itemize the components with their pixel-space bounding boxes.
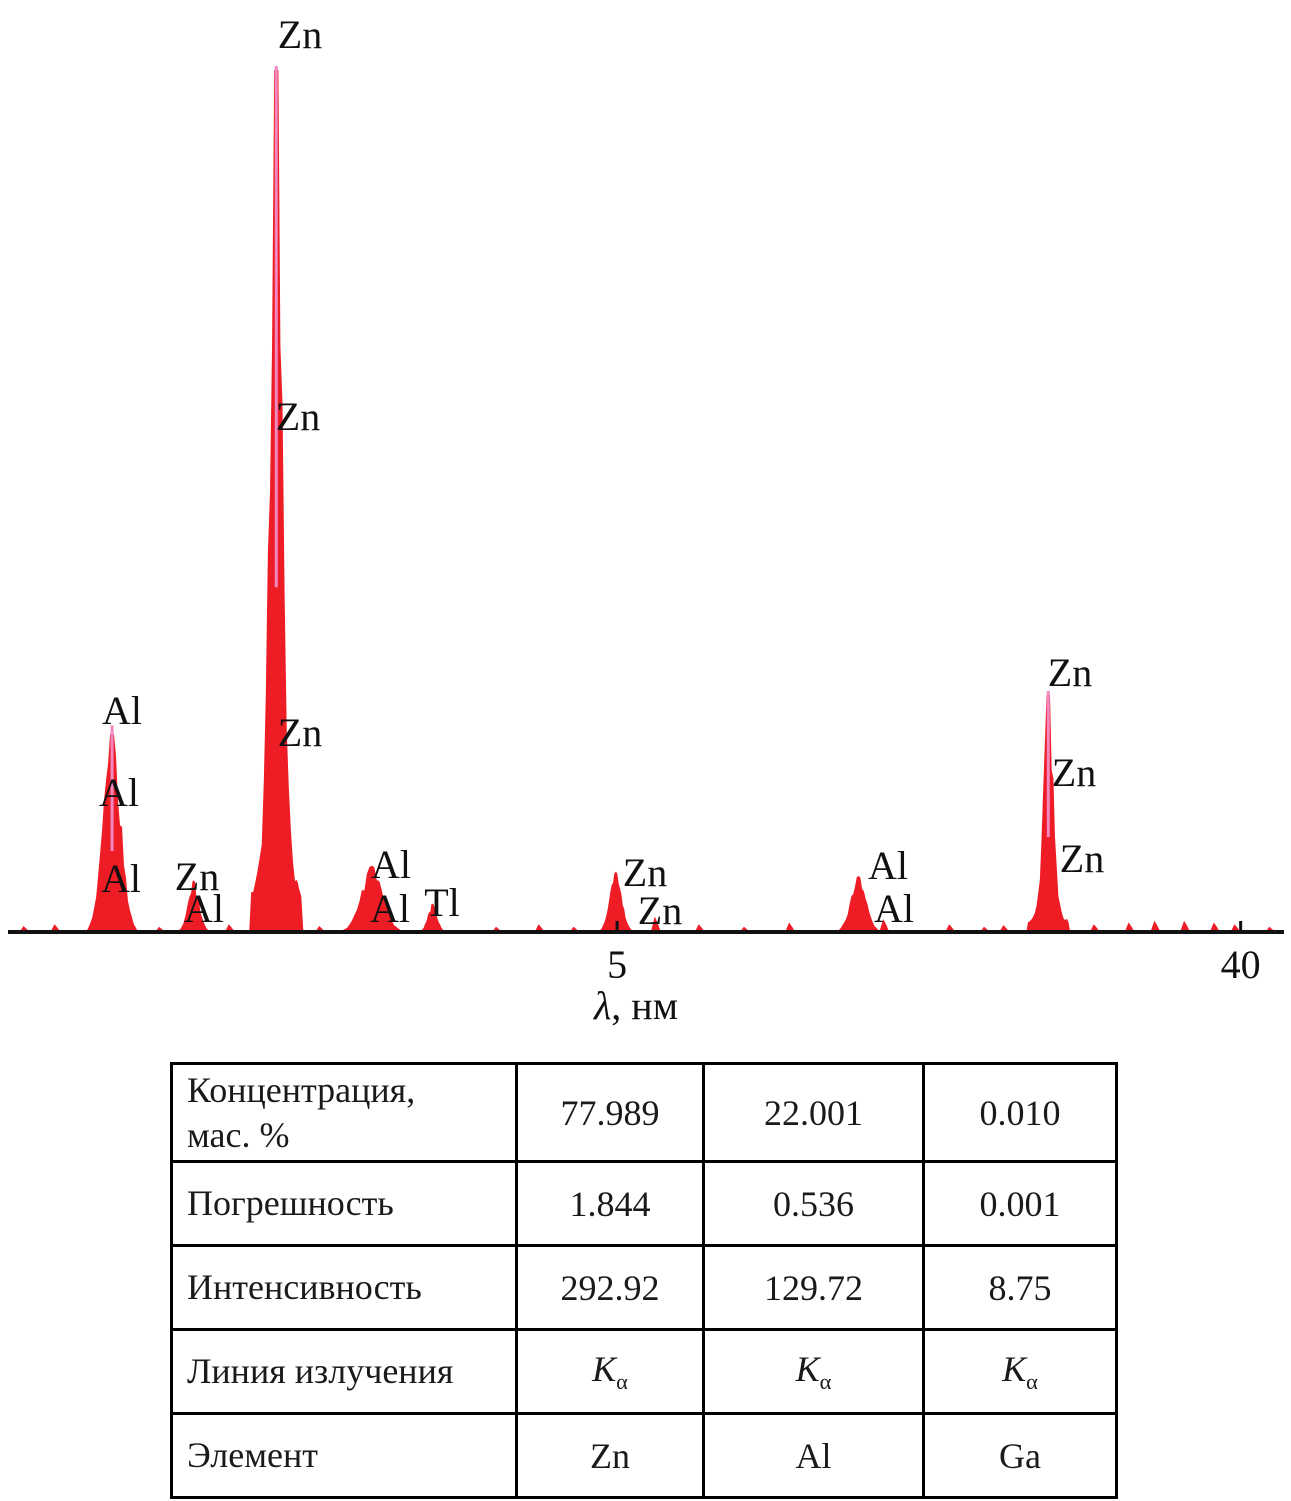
- value-cell: 1.844: [515, 1160, 705, 1247]
- peak-label-al: Al: [371, 842, 411, 887]
- peak-label-zn: Zn: [622, 850, 668, 895]
- value-cell: Kα: [515, 1328, 705, 1415]
- table-row: Элемент Zn Al Ga: [170, 1412, 1118, 1499]
- annotation-layer: Zn Zn Zn Al Al Al Zn Al Al Al Tl Zn Zn Al Al Zn Zn Zn 5 40: [99, 12, 1261, 987]
- spectrum-noise: [1180, 920, 1191, 932]
- peak-label-zn: Zn: [277, 710, 323, 755]
- row-label: Линия излучения: [170, 1328, 518, 1415]
- peak-label-zn: Zn: [1059, 836, 1105, 881]
- value-cell: 0.001: [922, 1160, 1118, 1247]
- row-label: Элемент: [170, 1412, 518, 1499]
- value-cell: Zn: [515, 1412, 705, 1499]
- value-cell: 129.72: [702, 1244, 925, 1331]
- value-cell: 8.75: [922, 1244, 1118, 1331]
- spectrum-noise: [650, 916, 661, 932]
- value-cell: 0.536: [702, 1160, 925, 1247]
- x-tick-label-40: 40: [1220, 942, 1261, 987]
- row-label: Погрешность: [170, 1160, 518, 1247]
- peak-label-al: Al: [102, 688, 142, 733]
- value-cell: 22.001: [702, 1062, 925, 1163]
- value-cell: Ga: [922, 1412, 1118, 1499]
- peak-label-al: Al: [868, 843, 908, 888]
- peak-label-zn: Zn: [1047, 650, 1093, 695]
- xrf-spectrum-chart: Zn Zn Zn Al Al Al Zn Al Al Al Tl Zn Zn Al Al Zn Zn Zn 5 40 …: [8, 12, 1284, 1029]
- peak-label-al: Al: [101, 856, 141, 901]
- spectrum-noise: [1209, 922, 1220, 932]
- peak-label-zn: Zn: [174, 854, 220, 899]
- table-row: Линия излучения Kα Kα Kα: [170, 1328, 1118, 1415]
- peak-label-zn: Zn: [1051, 750, 1097, 795]
- spectrum-peak: [176, 880, 211, 932]
- peak-label-tl: Tl: [424, 880, 460, 925]
- spectrum-peak: [418, 903, 447, 932]
- results-table: Концентрация, мас. % 77.989 22.001 0.010 Пог…: [170, 1062, 1118, 1499]
- peak-label-al: Al: [370, 886, 410, 931]
- spectrum-peak: [339, 865, 405, 932]
- peak-label-zn: Zn: [277, 12, 323, 57]
- peak-label-al: Al: [874, 886, 914, 931]
- value-cell: 77.989: [515, 1062, 705, 1163]
- x-tick-label-5: 5: [607, 942, 628, 987]
- spectrum-peak: [597, 871, 634, 932]
- table-row: Интенсивность 292.92 129.72 8.75: [170, 1244, 1118, 1331]
- spectrum-noise: [785, 922, 796, 932]
- spectrum-noise: [1150, 920, 1161, 932]
- value-cell: Al: [702, 1412, 925, 1499]
- x-axis-label: λ, нм: [594, 982, 678, 1029]
- value-cell: 0.010: [922, 1062, 1118, 1163]
- peak-label-al: Al: [184, 886, 224, 931]
- value-cell: 292.92: [515, 1244, 705, 1331]
- spectrum-plot: [8, 66, 1284, 934]
- row-label: Интенсивность: [170, 1244, 518, 1331]
- peak-label-zn: Zn: [637, 888, 683, 933]
- spectrum-peak: [835, 876, 882, 932]
- value-cell: Kα: [702, 1328, 925, 1415]
- x-axis-label-units: , нм: [611, 983, 679, 1028]
- row-label: Концентрация, мас. %: [170, 1062, 518, 1163]
- value-cell: Kα: [922, 1328, 1118, 1415]
- table-row: Погрешность 1.844 0.536 0.001: [170, 1160, 1118, 1247]
- peak-label-al: Al: [99, 770, 139, 815]
- spectrum-noise: [1124, 922, 1135, 932]
- spectrum-noise: [879, 919, 890, 932]
- peak-label-zn: Zn: [275, 394, 321, 439]
- table-row: Концентрация, мас. % 77.989 22.001 0.010: [170, 1062, 1118, 1163]
- x-axis-label-lambda: λ: [593, 983, 612, 1028]
